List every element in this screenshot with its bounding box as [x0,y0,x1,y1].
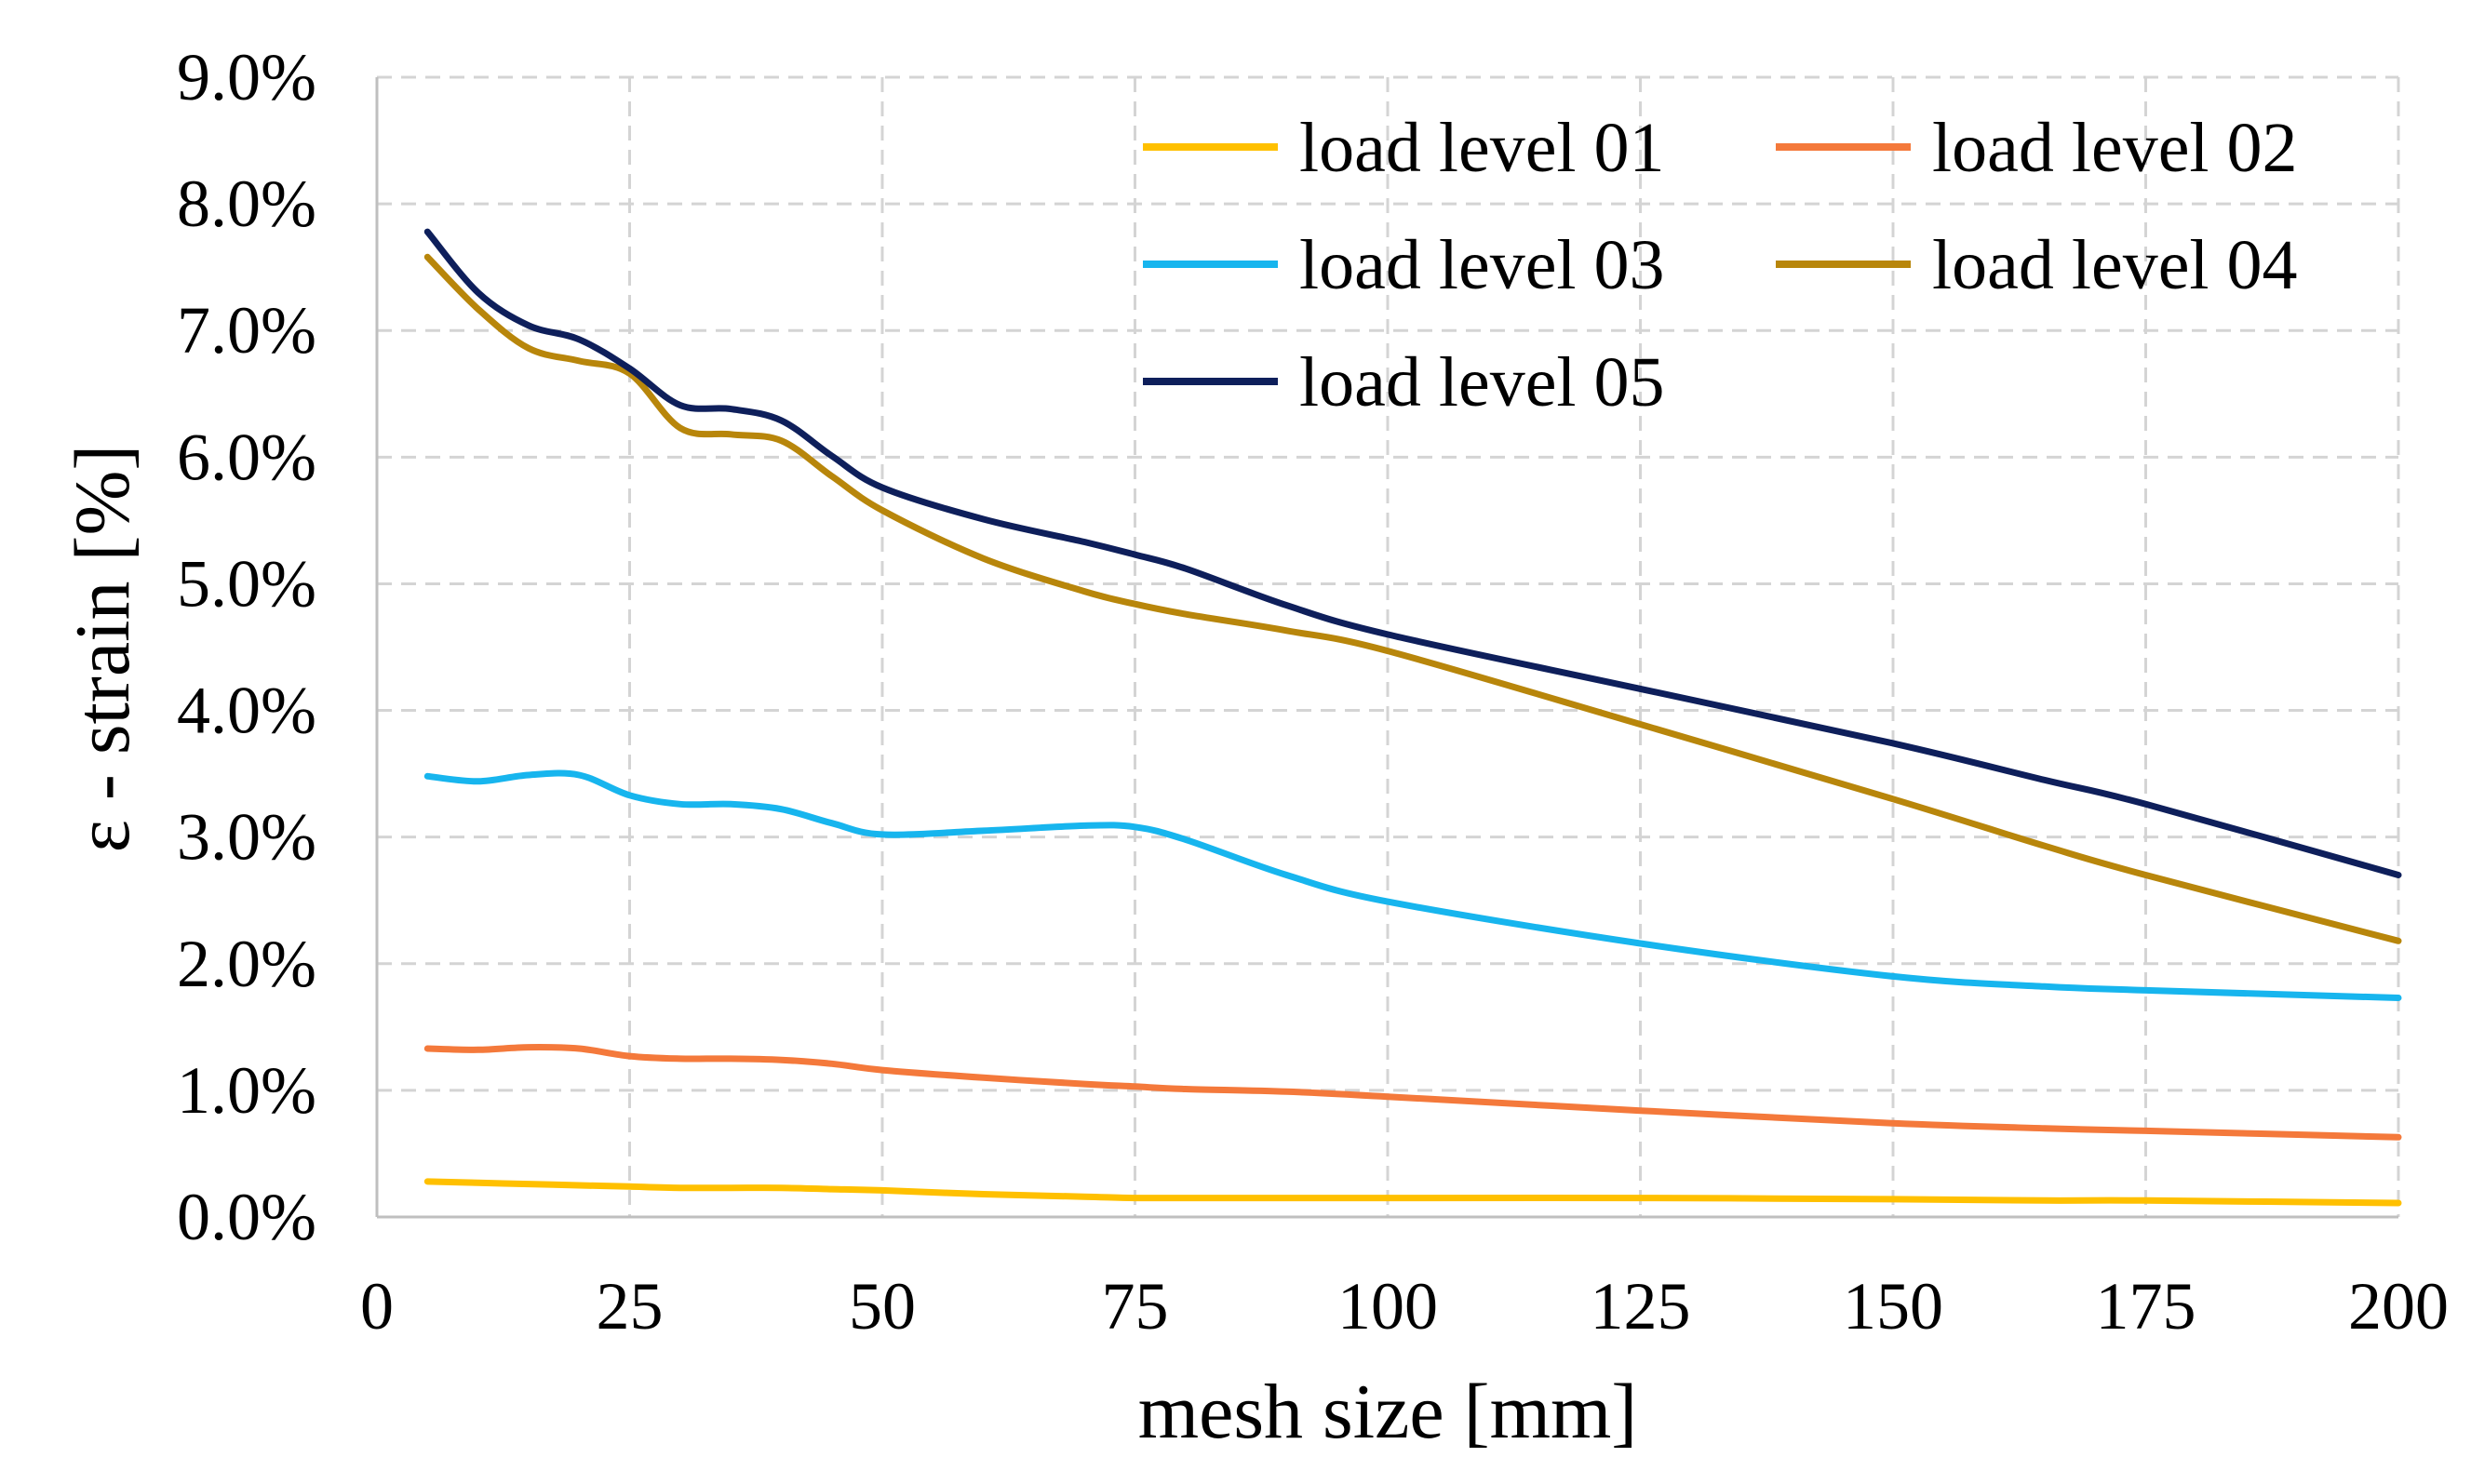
series-line-5 [423,228,2402,878]
x-tick-label: 125 [1591,1269,1691,1344]
tick-labels: 0.0% 1.0% 2.0% 3.0% 4.0% 5.0% 6.0% 7.0% 8.0% 9.0%… [177,40,2449,1344]
x-tick-label: 175 [2096,1269,2196,1344]
y-tick-label: 9.0% [177,40,316,114]
y-tick-label: 3.0% [177,800,316,875]
x-tick-label: 150 [1843,1269,1943,1344]
series-line-1 [423,1178,2402,1207]
y-axis-title: ε - strain [%] [60,445,146,853]
legend-label-5: load level 05 [1299,343,1665,421]
x-tick-label: 75 [1102,1269,1169,1344]
legend-label-3: load level 03 [1299,226,1665,304]
y-tick-label: 2.0% [177,927,316,1001]
series-line-2 [423,1044,2402,1141]
x-tick-label: 100 [1337,1269,1438,1344]
x-tick-label: 25 [597,1269,664,1344]
series-line-4 [423,253,2402,944]
legend: load level 01 load level 02 load level 03 l… [1143,109,2298,421]
y-tick-label: 0.0% [177,1180,316,1254]
y-tick-label: 5.0% [177,546,316,621]
y-tick-label: 1.0% [177,1053,316,1128]
series-line-3 [423,769,2402,1001]
legend-label-1: load level 01 [1299,109,1665,187]
x-tick-label: 200 [2348,1269,2449,1344]
y-tick-label: 8.0% [177,167,316,241]
axes [375,77,2398,1219]
grid [377,75,2400,1217]
x-axis-title: mesh size [mm] [1138,1369,1638,1455]
legend-label-4: load level 04 [1932,226,2298,304]
x-tick-label: 50 [849,1269,916,1344]
legend-label-2: load level 02 [1932,109,2298,187]
x-tick-label: 0 [360,1269,394,1344]
y-tick-label: 4.0% [177,674,316,748]
y-tick-label: 6.0% [177,420,316,494]
y-tick-label: 7.0% [177,293,316,368]
series-lines [423,228,2402,1207]
